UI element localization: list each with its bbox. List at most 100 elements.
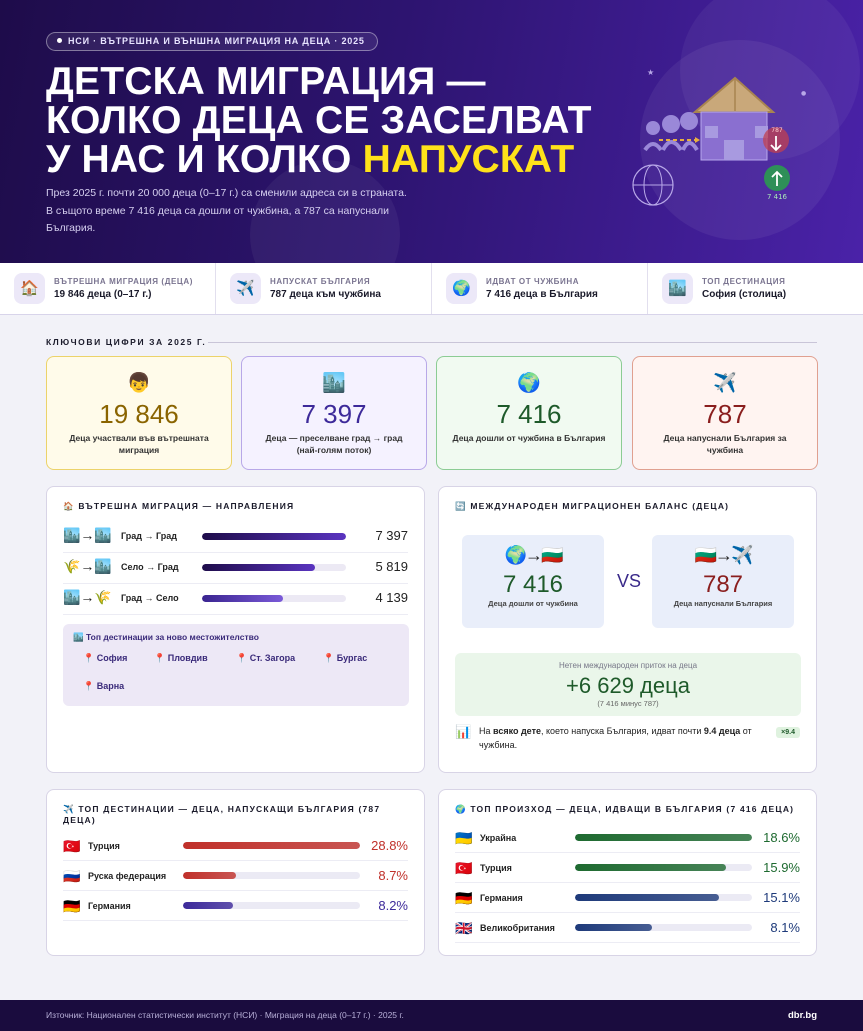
divider [208, 342, 817, 343]
country-row: 🇹🇷 Турция 15.9% [455, 853, 800, 883]
pin-icon: 📍 [323, 653, 335, 663]
pin-icon: 📍 [83, 653, 95, 663]
country-row: 🇷🇺 Руска федерация 8.7% [63, 861, 408, 891]
germany-flag-icon: 🇩🇪 [63, 898, 81, 914]
globe-icon: 🌍 [455, 804, 467, 814]
internal-migration-panel: 🏠 ВЪТРЕШНА МИГРАЦИЯ — НАПРАВЛЕНИЯ 🏙️→🏙️ … [46, 486, 425, 773]
bulgaria-to-airplane-icon: 🇧🇬→✈️ [694, 545, 754, 565]
bar-fill [202, 564, 316, 571]
svg-text:★: ★ [647, 68, 654, 77]
bar-fill [202, 533, 346, 540]
airplane-icon: ✈️ [230, 273, 261, 304]
key-card: 🌍 7 416 Деца дошли от чужбина в България [436, 356, 622, 470]
percent-value: 18.6% [763, 830, 800, 845]
summary-item: 🌍 ИДВАТ ОТ ЧУЖБИНА 7 416 деца в България [432, 263, 648, 314]
bar-fill [183, 842, 360, 849]
country-row: 🇬🇧 Великобритания 8.1% [455, 913, 800, 943]
brand-link[interactable]: dbr.bg [787, 1010, 817, 1021]
child-icon: 👦 [127, 373, 151, 394]
summary-item: ✈️ НАПУСКАТ БЪЛГАРИЯ 787 деца към чужбин… [216, 263, 432, 314]
country-label: Украйна [480, 833, 517, 843]
globe-icon: 🌍 [446, 273, 477, 304]
inflow-box: 🌍→🇧🇬 7 416 Деца дошли от чужбина [462, 535, 604, 628]
country-label: Турция [88, 841, 120, 851]
bar-track [202, 564, 346, 571]
city-to-village-icon: 🏙️→🌾 [63, 589, 112, 605]
country-label: Руска федерация [88, 871, 167, 881]
bar-fill [183, 902, 234, 909]
footer: Източник: Национален статистически инсти… [0, 1000, 863, 1031]
outbound-destinations-panel: ✈️ ТОП ДЕСТИНАЦИИ — ДЕЦА, НАПУСКАЩИ БЪЛГ… [46, 789, 425, 956]
country-row: 🇩🇪 Германия 8.2% [63, 891, 408, 921]
pin-icon: 📍 [236, 653, 248, 663]
turkey-flag-icon: 🇹🇷 [63, 838, 81, 854]
country-label: Германия [88, 901, 131, 911]
pin-icon: 📍 [154, 653, 166, 663]
ratio-note: На всяко дете, което напуска България, и… [479, 726, 752, 750]
direction-row: 🌾→🏙️ Село → Град 5 819 [63, 553, 408, 584]
country-row: 🇩🇪 Германия 15.1% [455, 883, 800, 913]
airplane-icon: ✈️ [713, 373, 737, 394]
destination-chip: 📍 Пловдив [154, 653, 208, 663]
summary-item: 🏙️ ТОП ДЕСТИНАЦИЯ София (столица) [648, 263, 863, 314]
chart-icon: 📊 [455, 724, 472, 739]
bar-fill [575, 924, 653, 931]
country-label: Великобритания [480, 923, 555, 933]
bar-track [575, 894, 752, 901]
germany-flag-icon: 🇩🇪 [455, 890, 473, 906]
bar-track [575, 924, 752, 931]
uk-flag-icon: 🇬🇧 [455, 920, 473, 936]
svg-text:●: ● [801, 90, 806, 97]
city-icon: 🏙️ [73, 632, 84, 642]
key-card: 🏙️ 7 397 Деца — преселване град → град (… [241, 356, 427, 470]
top-destinations-box: 🏙️ Топ дестинации за ново местожителство… [63, 624, 409, 706]
percent-value: 8.1% [770, 920, 800, 935]
section-title: КЛЮЧОВИ ЦИФРИ ЗА 2025 Г. [46, 337, 207, 347]
airplane-icon: ✈️ [63, 804, 75, 814]
house-icon: 🏠 [63, 501, 75, 511]
bar-track [202, 595, 346, 602]
city-to-city-icon: 🏙️→🏙️ [63, 527, 112, 543]
bar-track [183, 842, 360, 849]
refresh-icon: 🔄 [455, 501, 467, 511]
direction-row: 🏙️→🏙️ Град → Град 7 397 [63, 522, 408, 553]
svg-text:7 416: 7 416 [767, 193, 788, 201]
russia-flag-icon: 🇷🇺 [63, 868, 81, 884]
turkey-flag-icon: 🇹🇷 [455, 860, 473, 876]
source-note: Източник: Национален статистически инсти… [46, 1010, 404, 1020]
bar-fill [575, 894, 719, 901]
key-card: 👦 19 846 Деца участвали във вътрешната м… [46, 356, 232, 470]
bar-track [202, 533, 346, 540]
summary-item: 🏠 ВЪТРЕШНА МИГРАЦИЯ (ДЕЦА) 19 846 деца (… [0, 263, 216, 314]
country-label: Турция [480, 863, 512, 873]
bar-fill [575, 834, 752, 841]
country-label: Германия [480, 893, 523, 903]
destination-chip: 📍 София [83, 653, 128, 663]
international-balance-panel: 🔄 МЕЖДУНАРОДЕН МИГРАЦИОНЕН БАЛАНС (ДЕЦА)… [438, 486, 817, 773]
hero-lead-text: През 2025 г. почти 20 000 деца (0–17 г.)… [46, 187, 407, 234]
globe-to-bulgaria-icon: 🌍→🇧🇬 [504, 545, 564, 565]
ukraine-flag-icon: 🇺🇦 [455, 830, 473, 846]
house-icon: 🏠 [14, 273, 45, 304]
svg-text:787: 787 [771, 127, 783, 134]
hero-banner: НСИ · ВЪТРЕШНА И ВЪНШНА МИГРАЦИЯ НА ДЕЦА… [0, 0, 863, 263]
globe-icon: 🌍 [517, 373, 541, 394]
direction-row: 🏙️→🌾 Град → Село 4 139 [63, 584, 408, 615]
vs-label: VS [617, 571, 642, 591]
percent-value: 8.2% [378, 898, 408, 913]
bar-track [575, 864, 752, 871]
bar-fill [575, 864, 727, 871]
destination-chip: 📍 Ст. Загора [236, 653, 296, 663]
percent-value: 15.1% [763, 890, 800, 905]
net-inflow-box: Нетен международен приток на деца +6 629… [455, 653, 801, 716]
key-card: ✈️ 787 Деца напуснали България за чужбин… [632, 356, 818, 470]
city-icon: 🏙️ [322, 373, 346, 394]
source-tag: НСИ · ВЪТРЕШНА И ВЪНШНА МИГРАЦИЯ НА ДЕЦА… [46, 32, 378, 51]
outflow-box: 🇧🇬→✈️ 787 Деца напуснали България [652, 535, 794, 628]
page-title: ДЕТСКА МИГРАЦИЯ — КОЛКО ДЕЦА СЕ ЗАСЕЛВАТ… [46, 60, 592, 181]
destination-chip: 📍 Варна [83, 681, 125, 691]
pin-icon: 📍 [83, 681, 95, 691]
inbound-origins-panel: 🌍 ТОП ПРОИЗХОД — ДЕЦА, ИДВАЩИ В БЪЛГАРИЯ… [438, 789, 817, 956]
percent-value: 8.7% [378, 868, 408, 883]
country-row: 🇹🇷 Турция 28.8% [63, 831, 408, 861]
